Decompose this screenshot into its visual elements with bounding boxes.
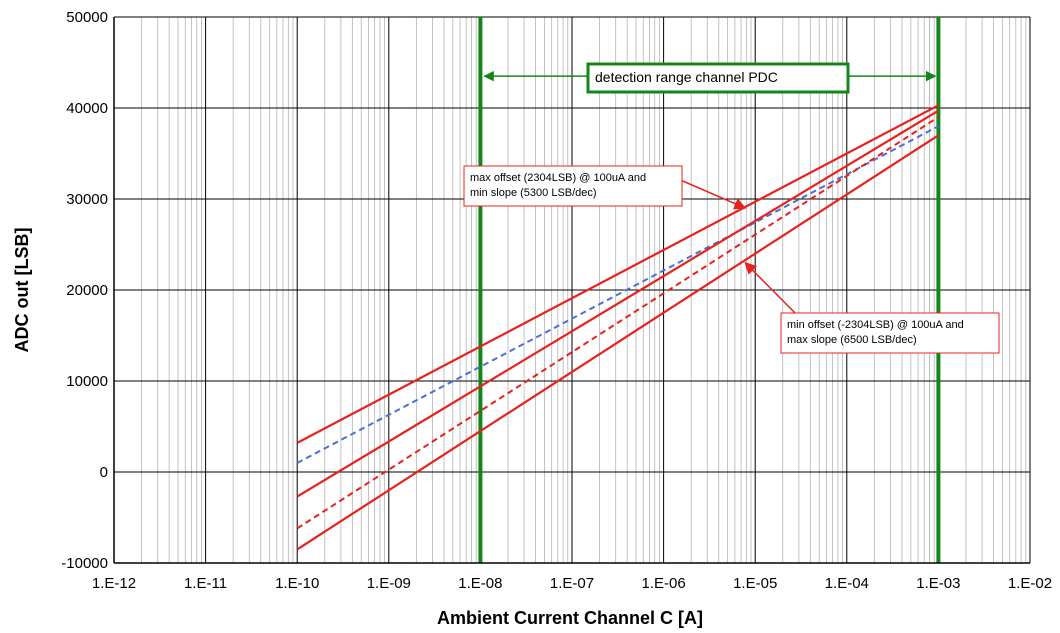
x-tick-label: 1.E-02 <box>1008 575 1052 592</box>
y-tick-label: 40000 <box>66 100 108 117</box>
detection-range-lines <box>478 17 941 563</box>
x-tick-label: 1.E-10 <box>275 575 319 592</box>
max_offset-label-line: min slope (5300 LSB/dec) <box>470 187 597 199</box>
annotations: detection range channel PDC max offset (2… <box>463 62 1000 354</box>
series-line-4 <box>296 116 939 530</box>
x-tick-label: 1.E-12 <box>92 575 136 592</box>
min_offset-label-line: max slope (6500 LSB/dec) <box>787 334 917 346</box>
y-tick-label: 50000 <box>66 9 108 26</box>
x-tick-label: 1.E-05 <box>733 575 777 592</box>
series-line-2 <box>296 125 939 464</box>
series-line-5 <box>296 134 939 551</box>
detection-range-label: detection range channel PDC <box>595 69 778 85</box>
x-axis-title: Ambient Current Channel C [A] <box>437 608 703 628</box>
min_offset-label-line: min offset (-2304LSB) @ 100uA and <box>787 319 964 331</box>
y-tick-label: 0 <box>100 464 108 481</box>
min_offset-arrow <box>744 261 801 319</box>
y-tick-label: 30000 <box>66 191 108 208</box>
y-tick-label: 10000 <box>66 373 108 390</box>
detection-range-label-box <box>586 62 850 94</box>
y-tick-label: 20000 <box>66 282 108 299</box>
y-tick-label: -10000 <box>61 555 108 572</box>
y-axis-title: ADC out [LSB] <box>12 228 32 353</box>
x-tick-label: 1.E-08 <box>458 575 502 592</box>
x-tick-label: 1.E-03 <box>916 575 960 592</box>
min_offset-label-box <box>780 312 1000 354</box>
max_offset-label-box <box>463 165 683 207</box>
grid <box>113 16 1031 564</box>
x-tick-label: 1.E-11 <box>184 575 227 592</box>
series-line-1 <box>296 104 939 444</box>
x-tick-label: 1.E-07 <box>550 575 594 592</box>
max_offset-label-line: max offset (2304LSB) @ 100uA and <box>470 172 646 184</box>
series-group <box>296 104 939 551</box>
series-line-3 <box>296 109 939 498</box>
axes: -10000 0 10000 20000 30000 40000 50000 1.E-12 1.… <box>61 9 1052 592</box>
x-tick-label: 1.E-09 <box>367 575 411 592</box>
x-tick-label: 1.E-04 <box>825 575 869 592</box>
x-tick-label: 1.E-06 <box>641 575 685 592</box>
